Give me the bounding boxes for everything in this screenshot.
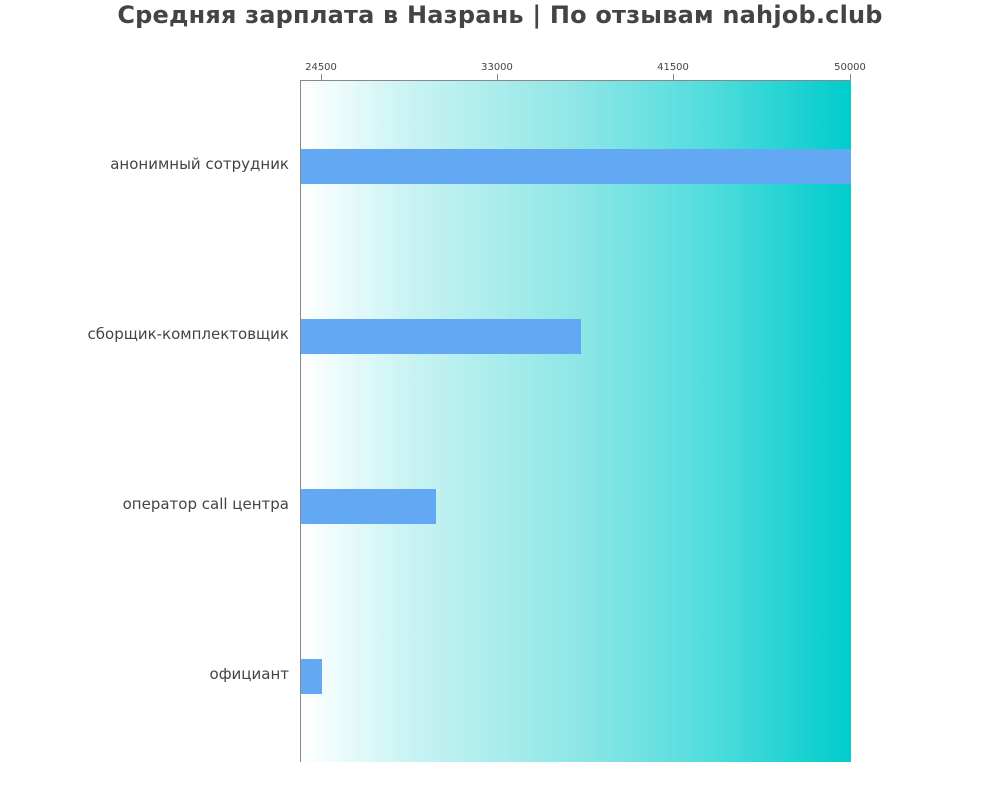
category-label: официант bbox=[209, 665, 289, 683]
x-tick-label: 41500 bbox=[657, 62, 689, 73]
chart-title: Средняя зарплата в Назрань | По отзывам … bbox=[117, 1, 883, 29]
category-label: сборщик-комплектовщик bbox=[87, 325, 289, 343]
x-axis-line bbox=[300, 80, 851, 81]
x-tick bbox=[673, 74, 674, 80]
x-tick-label: 50000 bbox=[834, 62, 866, 73]
category-label: оператор call центра bbox=[122, 495, 289, 513]
bar-call-center-operator bbox=[301, 489, 436, 524]
bar-waiter bbox=[301, 659, 322, 694]
y-axis-line bbox=[300, 80, 301, 762]
bar-assembler-picker bbox=[301, 319, 581, 354]
category-label: анонимный сотрудник bbox=[110, 155, 289, 173]
x-tick-label: 33000 bbox=[481, 62, 513, 73]
x-tick bbox=[321, 74, 322, 80]
x-tick bbox=[850, 74, 851, 80]
x-tick bbox=[497, 74, 498, 80]
x-tick-label: 24500 bbox=[305, 62, 337, 73]
plot-area bbox=[300, 80, 851, 762]
bar-anonymous-employee bbox=[301, 149, 851, 184]
